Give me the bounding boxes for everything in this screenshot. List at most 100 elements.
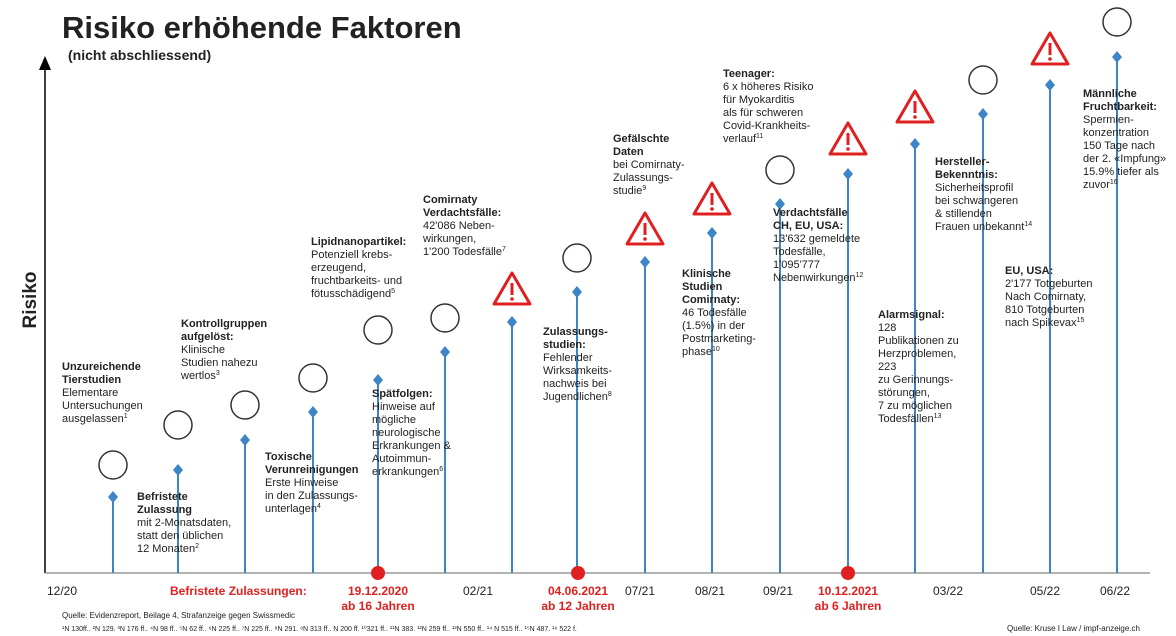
- item-text-line: wirkungen,: [422, 233, 476, 245]
- item-text: Spermien-: [1083, 114, 1134, 126]
- item-text: 150 Tage nach: [1083, 140, 1155, 152]
- icon: [364, 316, 392, 344]
- item-text: Untersuchungen: [62, 400, 143, 412]
- source-right: Quelle: Kruse I Law / impf-anzeige.ch: [1007, 624, 1140, 633]
- item-text: Erkrankungen &: [372, 440, 452, 452]
- diamond: [308, 406, 318, 418]
- warning-dot: [643, 237, 647, 241]
- x-label: 03/22: [933, 584, 963, 598]
- item-heading: Unzureichende: [62, 361, 141, 373]
- item-text: Hinweise auf: [372, 401, 436, 413]
- item-heading: Alarmsignal:: [878, 309, 945, 321]
- source-left: Quelle: Evidenzreport, Beilage 4, Strafa…: [62, 611, 295, 620]
- warning-dot: [846, 147, 850, 151]
- item-text: Nach Comirnaty,: [1005, 291, 1086, 303]
- item-text-line: & stillenden: [935, 208, 992, 220]
- item-text: zu Gerinnungs-: [878, 374, 954, 386]
- item-text-line: phase: [682, 346, 712, 358]
- item-text: Herzproblemen,: [878, 348, 956, 360]
- item-text: phase10: [682, 346, 720, 358]
- item-text: wertlos3: [180, 370, 220, 382]
- warning-mark: [644, 223, 647, 235]
- item-heading: Kontrollgruppen: [181, 318, 267, 330]
- diamond: [440, 346, 450, 358]
- item-text-line: Zulassungs-: [613, 172, 673, 184]
- diamond: [640, 256, 650, 268]
- item-text: verlauf11: [723, 133, 763, 145]
- item-text-line: erzeugend,: [311, 262, 366, 274]
- item-text-line: 150 Tage nach: [1083, 140, 1155, 152]
- x-label: 05/22: [1030, 584, 1060, 598]
- item-heading: studien:: [543, 339, 586, 351]
- item-heading: Bekenntnis:: [935, 169, 998, 181]
- item-text: 128: [878, 322, 896, 334]
- diamond: [240, 434, 250, 446]
- item-text-line: 13'632 gemeldete: [773, 233, 860, 245]
- approval-age: ab 12 Jahren: [541, 599, 614, 613]
- footnote-ref: 12: [856, 272, 864, 279]
- item-text-line: Autoimmun-: [372, 453, 432, 465]
- item-text-line: konzentration: [1083, 127, 1149, 139]
- item-text-line: Postmarketing-: [682, 333, 756, 345]
- item-text: 12 Monaten2: [137, 543, 199, 555]
- item-text: bei Comirnaty-: [613, 159, 685, 171]
- item-text: 1'200 Todesfälle7: [423, 246, 506, 258]
- item-text-line: 6 x höheres Risiko: [723, 81, 814, 93]
- icon: [563, 244, 591, 272]
- item-text-line: Frauen unbekannt: [935, 221, 1024, 233]
- item-text: fruchtbarkeits- und: [311, 275, 402, 287]
- item-text: Autoimmun-: [372, 453, 432, 465]
- item-text: Jugendlichen8: [543, 391, 612, 403]
- footnote-ref: 14: [1024, 221, 1032, 228]
- approval-dot: [371, 566, 385, 580]
- warning-mark: [847, 133, 850, 145]
- item-text: Publikationen zu: [878, 335, 959, 347]
- item-text-line: (1.5%) in der: [682, 320, 745, 332]
- item-text-line: fötusschädigend: [311, 288, 391, 300]
- item-text: Fehlender: [543, 352, 593, 364]
- footnote-ref: 1: [124, 413, 128, 420]
- footnote-ref: 3: [216, 370, 220, 377]
- item-text-line: zuvor: [1083, 179, 1110, 191]
- diamond: [373, 374, 383, 386]
- item-text-line: 128: [878, 322, 896, 334]
- icon: [299, 364, 327, 392]
- item-text: & stillenden: [935, 208, 992, 220]
- item-text-line: Hinweise auf: [372, 401, 436, 413]
- item-heading: Studien: [682, 281, 723, 293]
- item-text: der 2. «Impfung»: [1083, 153, 1166, 165]
- diamond: [843, 168, 853, 180]
- item-text: Wirksamkeits-: [543, 365, 612, 377]
- footnote-ref: 10: [712, 346, 720, 353]
- item-text: erzeugend,: [311, 262, 366, 274]
- diamond: [1045, 79, 1055, 91]
- item-text: wirkungen,: [422, 233, 476, 245]
- item-text-line: in den Zulassungs-: [265, 490, 358, 502]
- item-text: Studien nahezu: [181, 357, 257, 369]
- y-axis-label: Risiko: [20, 271, 41, 328]
- item-heading: Comirnaty:: [682, 294, 740, 306]
- page: Risiko erhöhende Faktoren (nicht abschli…: [0, 0, 1176, 636]
- item-text: mit 2-Monatsdaten,: [137, 517, 231, 529]
- item-text: Potenziell krebs-: [311, 249, 393, 261]
- item-text: 2'177 Totgeburten: [1005, 278, 1093, 290]
- x-label: 08/21: [695, 584, 725, 598]
- item-text-line: 2'177 Totgeburten: [1005, 278, 1093, 290]
- footnote-ref: 5: [391, 288, 395, 295]
- item-text: 223: [878, 361, 896, 373]
- item-text: Sicherheitsprofil: [935, 182, 1013, 194]
- diamond: [572, 286, 582, 298]
- item-text: neurologische: [372, 427, 441, 439]
- item-text-line: als für schweren: [723, 107, 803, 119]
- item-heading: Verdachtsfälle: [773, 207, 848, 219]
- approval-date: 19.12.2020: [348, 584, 408, 598]
- item-text: Klinische: [181, 344, 225, 356]
- item-text-line: unterlagen: [265, 503, 317, 515]
- footnote-ref: 9: [642, 185, 646, 192]
- item-text: konzentration: [1083, 127, 1149, 139]
- item-text-line: Covid-Krankheits-: [723, 120, 811, 132]
- warning-mark: [711, 193, 714, 205]
- item-text-line: Spermien-: [1083, 114, 1134, 126]
- item-text: nach Spikevax15: [1005, 317, 1084, 329]
- item-text-line: 1'095'777: [773, 259, 820, 271]
